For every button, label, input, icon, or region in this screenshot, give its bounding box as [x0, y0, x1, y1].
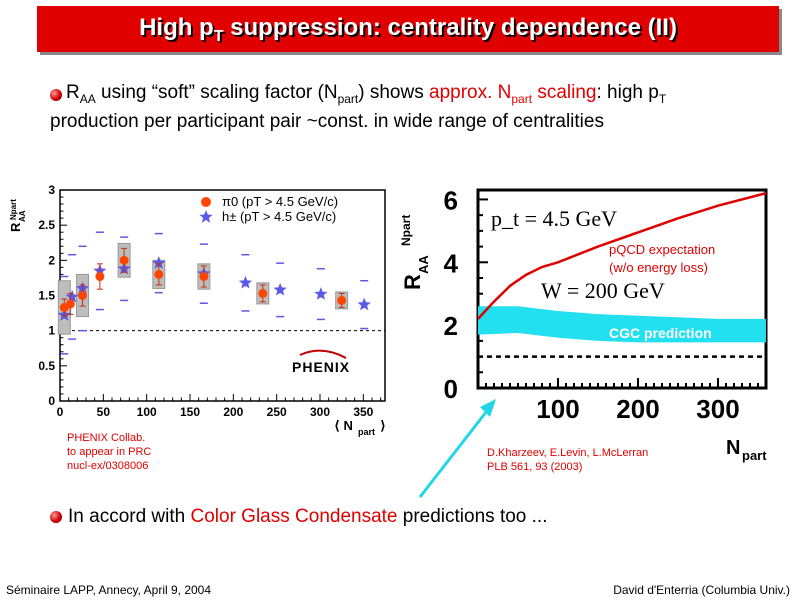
bullet-icon — [50, 511, 62, 523]
bullet-text-1-cont: production per participant pair ~const. … — [50, 111, 604, 132]
x-tick-label: 200 — [616, 394, 659, 424]
annotation-pt: p_t = 4.5 GeV — [491, 206, 617, 231]
y-tick-label: 0 — [444, 374, 458, 404]
pi0-point — [65, 299, 75, 309]
y-tick-label: 3 — [48, 183, 55, 197]
page-title: High pT suppression: centrality dependen… — [139, 14, 677, 45]
y-tick-label: 2.5 — [38, 218, 55, 232]
hpm-point — [65, 289, 79, 303]
y-axis-label-sup: Npart — [399, 215, 413, 246]
y-tick-label: 1 — [48, 324, 55, 338]
annotation-pqcd: pQCD expectation — [609, 242, 715, 257]
citation-line: nucl-ex/0308006 — [67, 460, 149, 472]
y-tick-label: 0 — [48, 394, 55, 408]
citation-line: to appear in PRC — [67, 446, 152, 458]
x-tick-label: 100 — [137, 405, 157, 419]
x-tick-label: 0 — [57, 405, 64, 419]
y-axis-label-sub: AA — [18, 210, 27, 222]
annotation-cgc: CGC prediction — [609, 325, 712, 341]
y-axis-label-sub: AA — [416, 255, 431, 274]
y-tick-label: 1.5 — [38, 289, 55, 303]
hpm-point — [238, 275, 253, 289]
y-tick-label: 2 — [48, 253, 55, 267]
pi0-point — [78, 291, 88, 300]
x-axis-label: ⟨ N — [334, 418, 353, 433]
pqcd-curve — [477, 191, 767, 320]
y-tick-label: 6 — [444, 185, 458, 215]
x-axis-label-sub: part — [358, 427, 375, 437]
annotation-energy: W = 200 GeV — [541, 278, 665, 303]
hpm-point — [357, 297, 371, 311]
x-axis-label-sub: part — [742, 448, 767, 463]
citation-line: D.Kharzeev, E.Levin, L.McLerran — [487, 447, 649, 459]
pi0-point — [119, 255, 129, 265]
bullet-text-1: RAA using “soft” scaling factor (Npart) … — [66, 82, 667, 106]
pi0-point — [154, 269, 164, 279]
plot-frame — [476, 188, 768, 390]
arrow-icon — [418, 399, 496, 498]
pi0-point — [95, 272, 105, 282]
pi0-point — [199, 272, 209, 282]
y-axis-label-sup: Npart — [9, 199, 18, 220]
x-tick-label: 350 — [353, 405, 373, 419]
hpm-point — [152, 256, 166, 269]
phenix-raa-chart: 0 50 100 150 200 250 300 350 0 0.5 1 1.5 2 2.5 3 π0 (pT… — [8, 183, 386, 437]
y-tick-label: 2 — [444, 311, 458, 341]
kharzeev-citation: D.Kharzeev, E.Levin, L.McLerran PLB 561,… — [487, 446, 648, 474]
title-bar: High pT suppression: centrality dependen… — [37, 6, 779, 52]
phenix-logo-swoosh — [299, 349, 347, 359]
y-tick-label: 0.5 — [38, 359, 55, 373]
annotation-pqcd-note: (w/o energy loss) — [609, 260, 708, 275]
citation-line: PLB 561, 93 (2003) — [487, 461, 583, 473]
footer-venue: Séminaire LAPP, Annecy, April 9, 2004 — [6, 583, 212, 597]
hpm-point — [273, 282, 287, 296]
x-axis-label-end: ⟩ — [380, 418, 386, 433]
bullet-text-2: In accord with Color Glass Condensate pr… — [68, 506, 548, 527]
x-tick-label: 100 — [536, 394, 579, 424]
hpm-point — [314, 287, 328, 300]
citation-line: PHENIX Collab. — [67, 432, 146, 444]
x-tick-label: 200 — [223, 405, 243, 419]
x-tick-label: 150 — [180, 405, 200, 419]
x-tick-label: 300 — [696, 394, 739, 424]
footer-author: David d'Enterria (Columbia Univ.) — [613, 583, 790, 597]
legend-hpm-label: h± (pT > 4.5 GeV/c) — [222, 209, 336, 224]
x-tick-label: 300 — [310, 405, 330, 419]
legend-hpm-marker — [199, 210, 213, 223]
bullet-icon — [50, 89, 62, 101]
x-tick-label: 250 — [267, 405, 287, 419]
y-axis-label: R — [400, 274, 425, 290]
x-tick-label: 50 — [97, 405, 111, 419]
legend-pi0-label: π0 (pT > 4.5 GeV/c) — [222, 194, 338, 209]
pi0-point — [337, 295, 347, 305]
y-tick-label: 4 — [444, 248, 459, 278]
x-axis-label: N — [726, 437, 740, 459]
y-axis-label: R — [8, 222, 23, 232]
phenix-logo: PHENIX — [292, 359, 350, 375]
legend-pi0-marker — [201, 197, 211, 207]
phenix-citation: PHENIX Collab. to appear in PRC nucl-ex/… — [67, 431, 151, 473]
pi0-point — [258, 288, 268, 298]
cgc-prediction-chart: 100 200 300 0 2 4 6 p_t = 4.5 GeV W = 200 GeV pQC… — [399, 185, 768, 463]
cgc-band — [478, 306, 766, 343]
plot-frame — [59, 189, 386, 402]
